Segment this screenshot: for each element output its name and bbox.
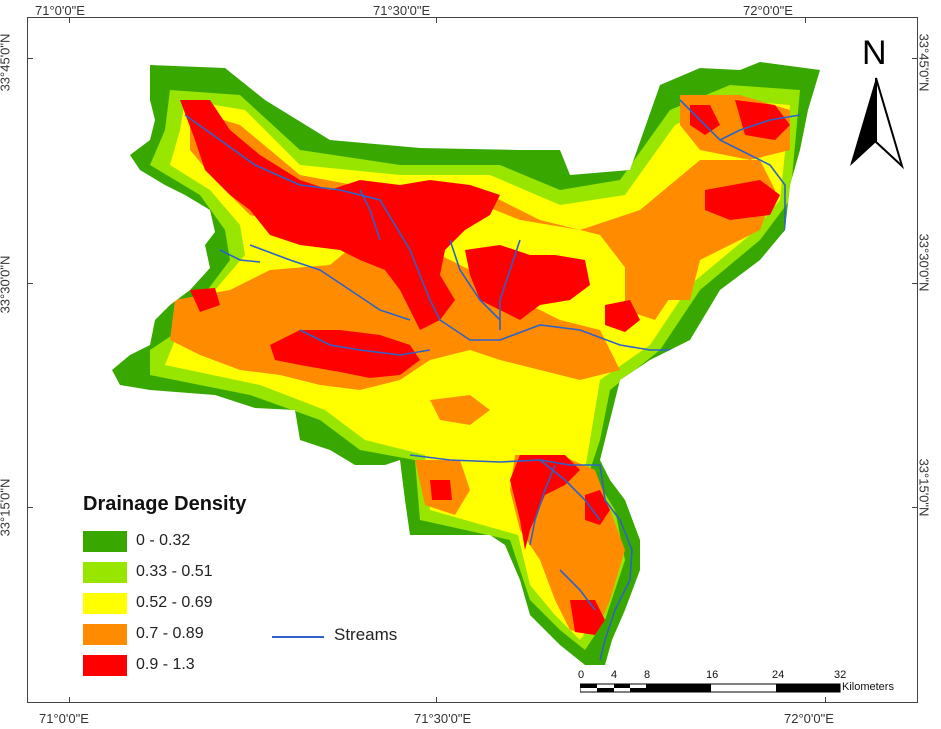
north-arrow: N [846, 34, 906, 174]
scale-tick-label: 32 [834, 669, 847, 681]
legend-swatch [83, 531, 127, 552]
bottom-lon-label-1: 71°0'0"E [39, 711, 89, 726]
legend-swatch [83, 624, 127, 645]
tick [69, 17, 70, 23]
legend-title: Drainage Density [83, 493, 247, 515]
tick [912, 507, 918, 508]
tick [825, 697, 826, 703]
scale-tick-label: 8 [644, 669, 651, 681]
streams-network [184, 99, 801, 661]
north-arrow-icon [850, 77, 904, 170]
tick [912, 58, 918, 59]
scale-bar-graphic [580, 683, 841, 693]
streams-line-symbol [272, 636, 324, 638]
tick [805, 17, 806, 23]
top-lon-label-2: 71°30'0"E [373, 3, 431, 18]
legend-label: 0 - 0.32 [136, 532, 191, 549]
tick [436, 17, 437, 23]
scale-tick-label: 0 [578, 669, 585, 681]
tick [27, 58, 33, 59]
legend-label: 0.52 - 0.69 [136, 594, 213, 611]
tick [27, 507, 33, 508]
tick [912, 283, 918, 284]
legend-swatch [83, 655, 127, 676]
density-class-4 [180, 100, 790, 635]
legend-swatch [83, 562, 127, 583]
legend-label: 0.9 - 1.3 [136, 656, 195, 673]
scale-tick-label: 16 [706, 669, 719, 681]
scale-unit-label: Kilometers [842, 681, 894, 693]
tick [27, 283, 33, 284]
bottom-lon-label-3: 72°0'0"E [784, 711, 834, 726]
tick [69, 697, 70, 703]
top-lon-label-1: 71°0'0"E [35, 3, 85, 18]
tick [436, 697, 437, 703]
north-letter: N [862, 34, 887, 72]
map-frame [27, 17, 918, 703]
top-lon-label-3: 72°0'0"E [743, 3, 793, 18]
bottom-lon-label-2: 71°30'0"E [414, 711, 472, 726]
scale-tick-label: 4 [611, 669, 618, 681]
streams-label: Streams [334, 625, 398, 644]
legend-label: 0.33 - 0.51 [136, 563, 213, 580]
legend-label: 0.7 - 0.89 [136, 625, 204, 642]
legend-swatch [83, 593, 127, 614]
scale-tick-label: 24 [772, 669, 785, 681]
